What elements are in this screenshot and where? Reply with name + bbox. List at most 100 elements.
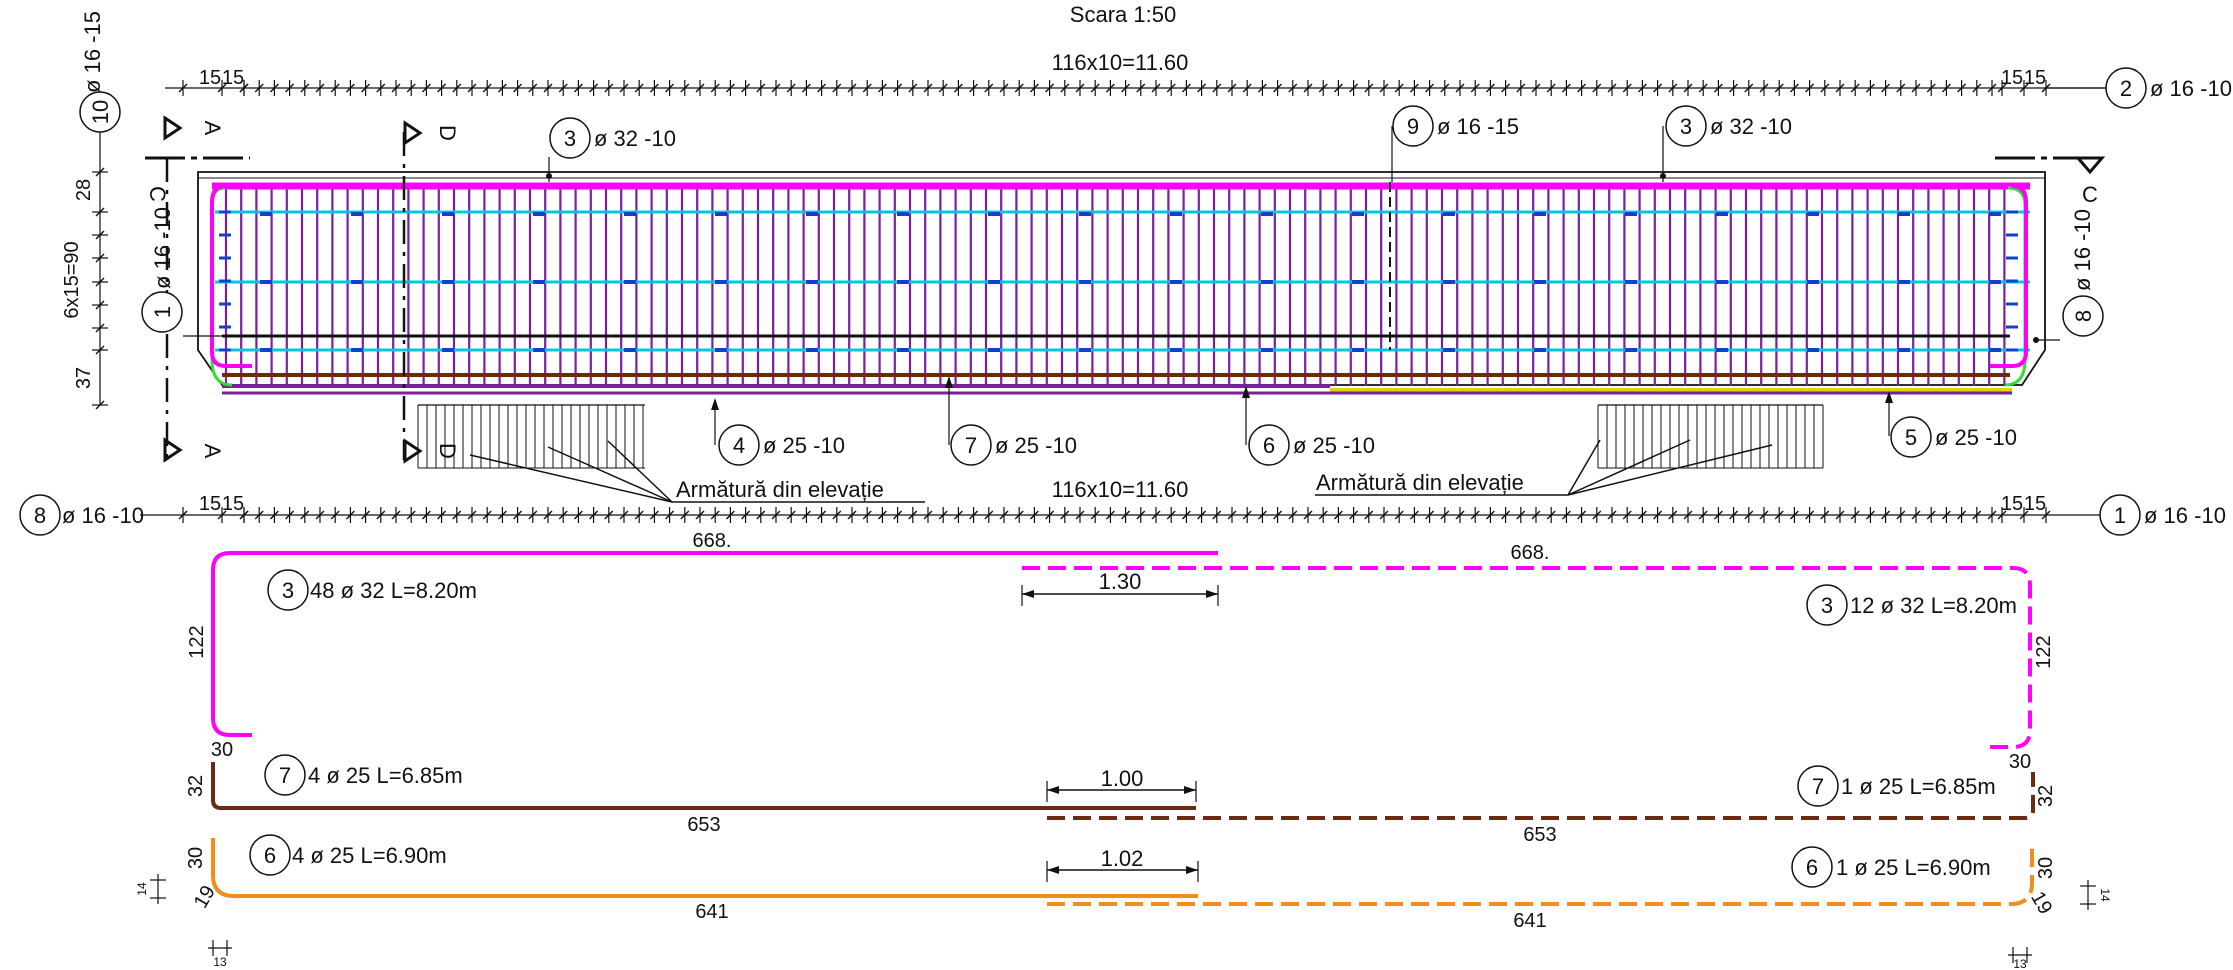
callout-3-left: 3 ø 32 -10 [546,117,676,182]
dimension-tick-slash [771,510,781,520]
dimension-tick-slash [1075,83,1085,93]
callout-5-text: ø 25 -10 [1935,425,2017,450]
dimension-tick-slash [1926,83,1936,93]
dimension-tick-slash [1045,83,1055,93]
dimension-tick-slash [1409,510,1419,520]
dimension-tick-slash [269,83,279,93]
dimension-tick-slash [1835,510,1845,520]
dimension-tick-slash [1090,83,1100,93]
bar-3-left-len: 668. [693,530,732,552]
vertical-tick-slash [95,300,105,310]
dimension-tick-slash [1972,83,1982,93]
bar-3-right-label: 3 12 ø 32 L=8.20m [1806,584,2017,626]
dimension-tick-slash [1379,83,1389,93]
dimension-tick-slash [345,510,355,520]
top-dim-15d: 15 [2024,67,2046,89]
dimension-tick-slash [1987,510,1997,520]
dimension-tick-slash [1759,83,1769,93]
dimension-tick-slash [1698,510,1708,520]
dimension-tick-slash [847,83,857,93]
dimension-tick-slash [893,83,903,93]
dimension-tick-slash [300,510,310,520]
dimension-tick-slash [1151,83,1161,93]
callout-3-right-text: ø 32 -10 [1710,114,1792,139]
dimension-tick-slash [589,83,599,93]
section-c-left: C [145,186,170,202]
dimension-tick-slash [1333,83,1343,93]
dimension-tick-slash [908,510,918,520]
dimension-tick-slash [1607,510,1617,520]
bottom-dim-label: 116x10=11.60 [1052,477,1189,502]
dimension-tick-slash [1303,83,1313,93]
dimension-tick-slash [1637,83,1647,93]
dimension-tick-slash [893,510,903,520]
left-hook-magenta [210,184,252,368]
section-a-bottom: A [200,444,225,459]
dimension-tick-slash [1166,83,1176,93]
dimension-tick-slash [361,83,371,93]
bar-3-right-foot: 30 [2009,751,2031,773]
dimension-tick-slash [1288,83,1298,93]
dimension-tick-slash [1683,510,1693,520]
bar-6-left-number: 6 [264,843,276,868]
dimension-tick-slash [1865,510,1875,520]
dimension-tick-slash [619,510,629,520]
dimension-tick-slash [725,510,735,520]
dimension-tick-slash [634,83,644,93]
callout-6: 6 ø 25 -10 [1242,386,1375,466]
dimension-tick-slash [999,83,1009,93]
dimension-tick-slash [217,83,227,93]
dimension-tick-slash [1273,83,1283,93]
bar-6-left-text: 4 ø 25 L=6.90m [292,843,447,868]
dimension-tick-slash [984,510,994,520]
dimension-tick-slash [543,510,553,520]
dimension-tick-slash [817,510,827,520]
dimension-tick-slash [1318,510,1328,520]
small-spacing-marks: 14 14 13 13 [135,874,2112,970]
dimension-tick-slash [391,83,401,93]
dimension-tick-slash [847,510,857,520]
dimension-tick-slash [1060,510,1070,520]
dimension-tick-slash [1075,510,1085,520]
dimension-tick-slash [1729,510,1739,520]
top-dimension-ticks [178,80,2051,96]
dimension-tick-slash [1653,510,1663,520]
bar-7-left-hook: 32 [185,775,207,797]
dimension-tick-slash [467,83,477,93]
dimension-tick-slash [953,510,963,520]
dimension-tick-slash [1789,510,1799,520]
dimension-tick-slash [877,83,887,93]
dimension-tick-slash [421,510,431,520]
dimension-tick-slash [1501,510,1511,520]
bar-6-lap: 1.02 [1101,846,1144,871]
dimension-tick-slash [285,510,295,520]
bar-6-left-hook: 30 [185,847,207,869]
dimension-tick-slash [1440,510,1450,520]
vertical-tick-slash [95,345,105,355]
dimension-tick-slash [543,83,553,93]
top-dimension-chain: 116x10=11.60 15 15 15 15 [165,50,2110,96]
dimension-tick-slash [1257,510,1267,520]
callout-1-bottom-text: ø 16 -10 [2144,503,2226,528]
dimension-tick-slash [1653,83,1663,93]
dimension-tick-slash [300,83,310,93]
dimension-tick-slash [315,510,325,520]
dimension-tick-slash [832,83,842,93]
dimension-tick-slash [2041,510,2051,520]
dimension-tick-slash [695,510,705,520]
top-dim-15c: 15 [2001,67,2023,89]
dimension-tick-slash [391,510,401,520]
dimension-tick-slash [528,83,538,93]
dimension-tick-slash [573,83,583,93]
dimension-tick-slash [1592,510,1602,520]
bar-3-left-foot: 30 [211,739,233,761]
dimension-tick-slash [558,83,568,93]
dimension-tick-slash [1972,510,1982,520]
blue-section-marks [219,210,2018,352]
bar-3-left-hook: 122 [186,625,208,658]
callout-10-number: 10 [88,100,113,124]
dimension-tick-slash [771,83,781,93]
dimension-tick-slash [497,83,507,93]
bar-3-right-text: 12 ø 32 L=8.20m [1850,593,2017,618]
